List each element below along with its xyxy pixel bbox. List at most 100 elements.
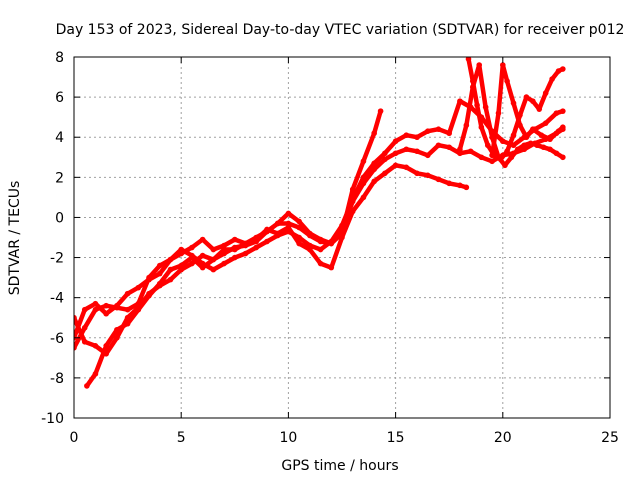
x-tick-label: 0 — [70, 430, 79, 446]
data-point — [510, 132, 517, 139]
data-point — [296, 240, 302, 247]
series-line-3 — [84, 126, 566, 389]
data-point — [274, 220, 281, 227]
data-point — [92, 343, 99, 349]
y-tick-label: 2 — [55, 170, 64, 186]
data-point — [210, 246, 217, 253]
data-point — [328, 264, 335, 271]
series-line-1 — [74, 108, 383, 351]
data-point — [534, 142, 540, 149]
data-point — [81, 338, 88, 345]
data-point — [307, 242, 313, 249]
data-point — [339, 222, 345, 229]
data-point — [74, 345, 77, 351]
data-point — [517, 122, 523, 128]
data-point — [504, 148, 510, 155]
data-point — [392, 150, 399, 157]
data-point — [307, 230, 313, 237]
data-point — [371, 178, 377, 185]
data-point — [508, 154, 515, 161]
y-tick-label: -2 — [50, 251, 64, 267]
data-point — [527, 140, 534, 147]
data-point — [463, 184, 470, 191]
data-point — [382, 150, 388, 157]
data-point — [210, 256, 217, 263]
x-tick-label: 10 — [279, 430, 297, 446]
data-point — [435, 126, 442, 132]
y-axis-label: SDTVAR / TECUs — [7, 181, 23, 296]
data-point — [156, 280, 163, 287]
data-point — [167, 256, 174, 263]
y-tick-label: 4 — [55, 130, 64, 146]
y-tick-label: -6 — [50, 331, 64, 347]
data-point — [92, 371, 99, 377]
data-point — [285, 224, 292, 231]
data-point — [124, 306, 131, 313]
y-tick-label: -8 — [50, 371, 64, 387]
y-tick-label: 0 — [55, 210, 64, 226]
data-point — [478, 154, 485, 161]
data-point — [114, 334, 120, 341]
data-point — [285, 228, 292, 235]
plot-area-frame — [73, 56, 611, 419]
data-point — [555, 68, 562, 74]
data-point — [232, 236, 238, 243]
data-point — [403, 164, 410, 171]
data-point — [553, 110, 560, 116]
data-point — [542, 120, 549, 126]
data-point — [103, 343, 109, 349]
data-point — [317, 260, 324, 267]
data-point — [328, 238, 335, 245]
data-point — [465, 57, 472, 62]
data-point — [392, 138, 399, 145]
data-point — [371, 160, 377, 167]
data-point — [549, 76, 555, 82]
data-point — [446, 130, 453, 137]
data-point — [424, 152, 431, 159]
data-point — [210, 266, 217, 273]
data-point — [446, 144, 453, 151]
data-point — [92, 306, 99, 313]
data-point — [74, 314, 77, 321]
data-point — [469, 78, 476, 84]
data-point — [253, 244, 260, 251]
data-point — [424, 172, 431, 179]
data-point — [435, 142, 442, 149]
data-point — [414, 148, 420, 155]
data-point — [264, 228, 270, 235]
data-point — [232, 254, 238, 261]
data-point — [232, 244, 238, 251]
series-line-2 — [74, 163, 469, 357]
data-point — [349, 196, 356, 203]
data-point — [403, 146, 410, 153]
data-point — [504, 78, 510, 84]
data-point — [540, 144, 547, 151]
data-series — [74, 57, 566, 389]
data-point — [382, 156, 388, 163]
data-point — [497, 156, 504, 163]
x-tick-label: 5 — [177, 430, 186, 446]
data-point — [264, 238, 270, 245]
data-point — [382, 170, 388, 177]
data-point — [377, 108, 384, 114]
data-point — [178, 262, 184, 269]
data-point — [317, 236, 324, 243]
data-point — [560, 66, 566, 72]
data-point — [242, 250, 249, 257]
data-point — [242, 242, 249, 249]
data-point — [392, 162, 399, 169]
data-point — [530, 126, 536, 132]
data-point — [510, 100, 517, 106]
data-point — [553, 150, 560, 157]
data-point — [285, 210, 292, 217]
data-point — [274, 232, 281, 239]
data-point — [124, 320, 131, 327]
data-point — [500, 62, 506, 68]
data-point — [560, 108, 566, 114]
data-point — [547, 136, 553, 143]
data-point — [221, 250, 227, 257]
data-point — [103, 310, 109, 317]
y-tick-label: 6 — [55, 90, 64, 106]
data-point — [167, 276, 174, 283]
data-point — [221, 260, 227, 267]
